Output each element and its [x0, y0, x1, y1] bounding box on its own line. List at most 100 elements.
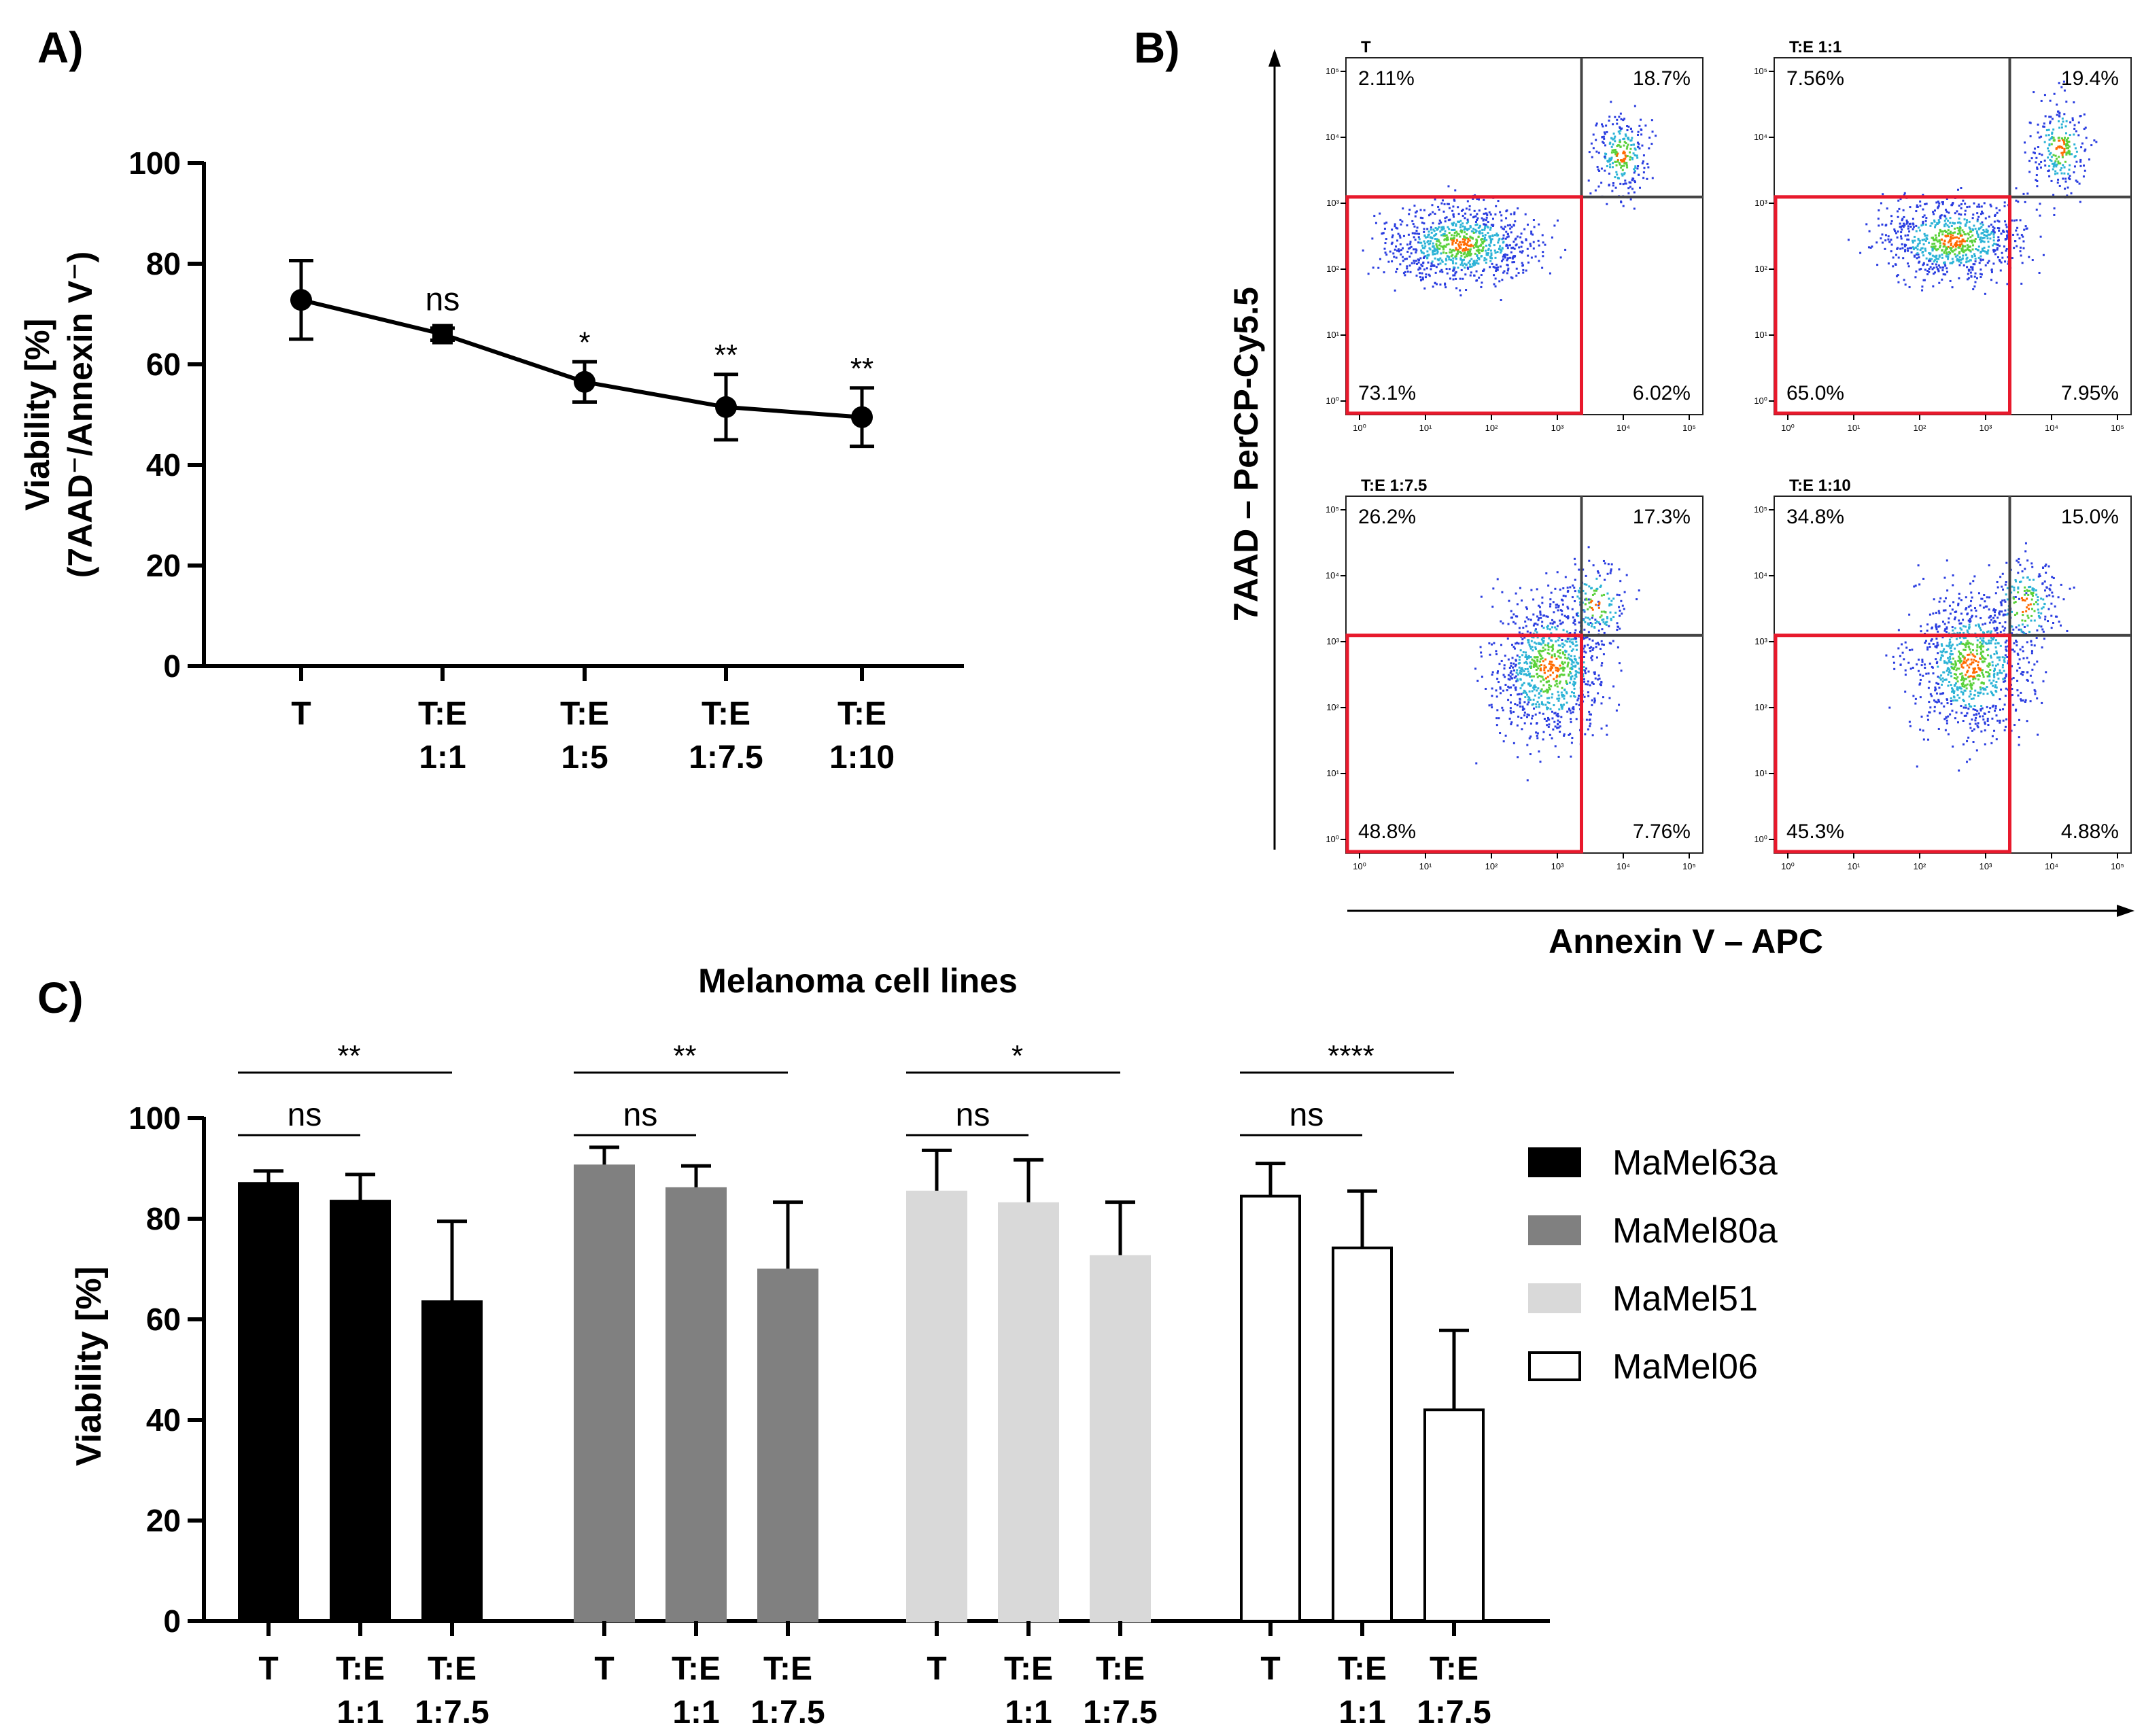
event-dot — [1943, 629, 1946, 632]
event-dot — [1629, 127, 1632, 130]
event-dot — [1921, 251, 1924, 254]
event-dot — [2093, 139, 2096, 142]
event-dot — [1539, 667, 1542, 670]
event-dot — [1999, 601, 2002, 604]
event-dot — [1990, 642, 1992, 644]
event-dot — [1950, 230, 1952, 233]
event-dot — [1423, 247, 1425, 249]
event-dot — [1559, 725, 1561, 728]
event-dot — [1521, 638, 1524, 640]
event-dot — [1944, 609, 1947, 612]
event-dot — [2012, 596, 2015, 599]
event-dot — [1958, 240, 1961, 243]
event-dot — [1489, 241, 1492, 244]
event-dot — [1990, 205, 1992, 208]
event-dot — [1474, 231, 1477, 234]
event-dot — [1521, 683, 1524, 686]
event-dot — [1571, 707, 1574, 710]
event-dot — [1574, 695, 1576, 698]
event-dot — [1445, 243, 1448, 246]
x-tick-label: T:E — [672, 1651, 721, 1687]
event-dot — [1519, 687, 1522, 690]
event-dot — [1945, 631, 1948, 633]
event-dot — [1988, 663, 1991, 666]
event-dot — [1480, 651, 1483, 654]
event-dot — [1603, 131, 1606, 134]
event-dot — [1641, 162, 1644, 164]
event-dot — [1922, 264, 1924, 266]
event-dot — [1551, 717, 1554, 720]
event-dot — [1983, 660, 1986, 663]
event-dot — [1964, 224, 1967, 227]
event-dot — [1430, 231, 1433, 234]
event-dot — [2056, 147, 2058, 150]
event-dot — [1459, 251, 1462, 254]
event-dot — [1559, 609, 1562, 612]
y-tick-label: 0 — [163, 1603, 181, 1639]
event-dot — [2003, 680, 2005, 683]
event-dot — [2084, 148, 2087, 151]
event-dot — [1585, 574, 1587, 577]
event-dot — [1454, 272, 1457, 275]
event-dot — [1935, 662, 1938, 665]
event-dot — [1593, 673, 1596, 676]
event-dot — [1619, 662, 1621, 665]
bar — [665, 1187, 727, 1622]
flow-plot-title: T:E 1:7.5 — [1361, 476, 1427, 495]
event-dot — [2043, 141, 2046, 143]
event-dot — [1636, 154, 1638, 157]
event-dot — [1536, 673, 1538, 676]
event-dot — [1960, 243, 1963, 245]
event-dot — [1956, 699, 1958, 702]
event-dot — [1534, 629, 1537, 632]
event-dot — [1532, 687, 1535, 689]
event-dot — [1545, 720, 1548, 723]
event-dot — [1938, 700, 1941, 703]
event-dot — [1962, 743, 1965, 746]
event-dot — [1429, 240, 1432, 243]
event-dot — [1986, 648, 1988, 651]
event-dot — [1448, 232, 1451, 235]
event-dot — [1982, 656, 1984, 659]
event-dot — [1944, 597, 1947, 600]
x-tick-label: 1:1 — [419, 740, 466, 776]
event-dot — [1534, 661, 1536, 663]
event-dot — [1998, 612, 2001, 614]
event-dot — [1538, 643, 1540, 646]
event-dot — [1956, 259, 1958, 262]
event-dot — [1455, 277, 1457, 280]
event-dot — [1527, 714, 1530, 716]
event-dot — [1510, 677, 1512, 680]
event-dot — [2017, 587, 2020, 590]
event-dot — [1500, 659, 1503, 662]
event-dot — [1979, 617, 1982, 619]
event-dot — [1952, 584, 1954, 587]
event-dot — [1969, 240, 1972, 243]
event-dot — [1474, 252, 1476, 255]
event-dot — [1506, 232, 1509, 235]
event-dot — [1610, 619, 1612, 621]
event-dot — [1474, 224, 1477, 226]
event-dot — [1499, 245, 1502, 247]
event-dot — [1496, 672, 1499, 674]
event-dot — [1638, 143, 1640, 145]
event-dot — [1474, 243, 1476, 246]
event-dot — [1561, 613, 1563, 616]
event-dot — [1943, 660, 1946, 663]
event-dot — [1540, 655, 1542, 658]
event-dot — [1973, 659, 1975, 661]
event-dot — [1942, 609, 1945, 612]
event-dot — [1962, 666, 1965, 669]
event-dot — [1600, 585, 1602, 587]
event-dot — [1545, 706, 1548, 709]
event-dot — [1487, 226, 1489, 229]
event-dot — [1472, 246, 1475, 249]
event-dot — [1992, 244, 1994, 247]
event-dot — [1509, 672, 1512, 674]
event-dot — [1541, 234, 1544, 237]
event-dot — [1954, 245, 1957, 248]
event-dot — [1482, 219, 1485, 222]
event-dot — [2064, 180, 2067, 183]
event-dot — [1903, 658, 1905, 661]
event-dot — [1969, 249, 1971, 252]
